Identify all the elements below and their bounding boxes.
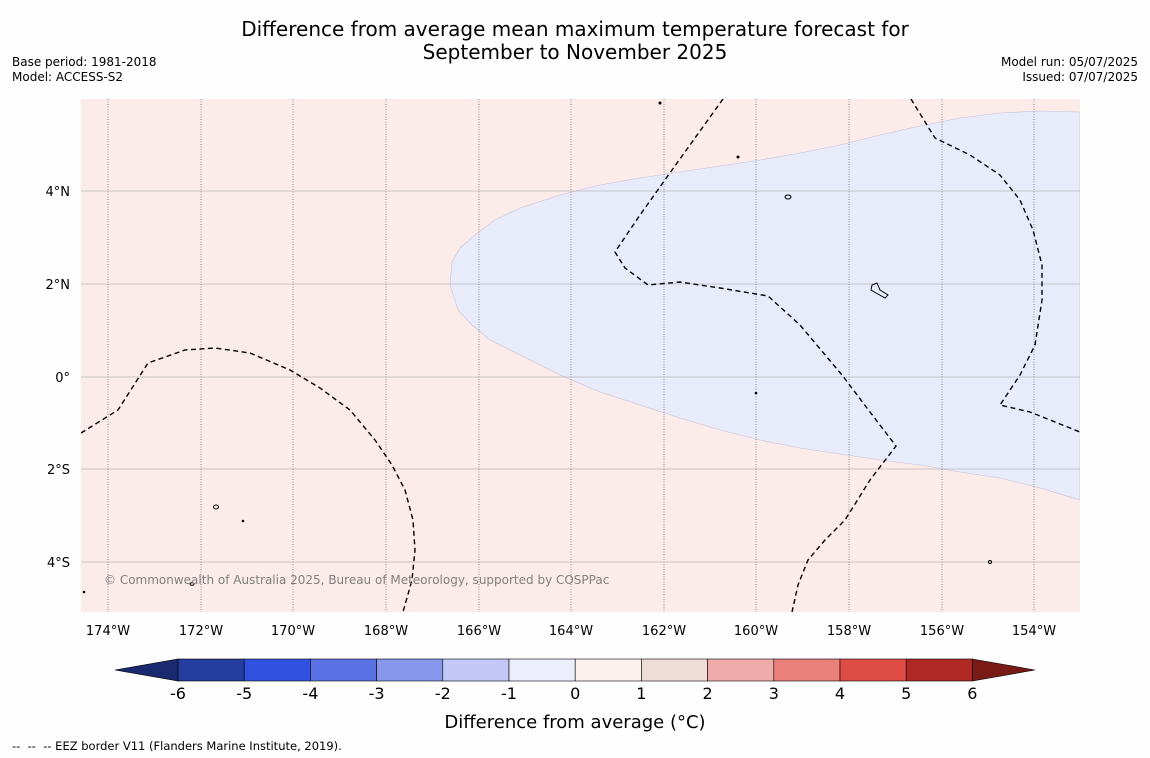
colorbar-tick-label: -3 — [369, 684, 385, 703]
colorbar-segment — [508, 658, 576, 682]
map-layer — [81, 99, 1080, 612]
colorbar-segment — [773, 658, 841, 682]
latitude-label: 2°S — [47, 463, 70, 478]
colorbar-tick-label: -5 — [236, 684, 252, 703]
colorbar-tick-label: 5 — [901, 684, 911, 703]
latitude-label: 0° — [55, 371, 70, 386]
latitude-label: 2°N — [46, 278, 71, 293]
longitude-label: 170°W — [271, 624, 315, 639]
colorbar-tick-label: -1 — [501, 684, 517, 703]
colorbar-over-arrow — [972, 658, 1036, 682]
longitude-label: 154°W — [1012, 624, 1056, 639]
colorbar-tick-label: -4 — [302, 684, 318, 703]
island — [658, 101, 662, 105]
longitude-label: 174°W — [86, 624, 130, 639]
colorbar-segment — [641, 658, 708, 682]
island — [784, 194, 792, 200]
model-run-text: Model run: 05/07/2025 — [1000, 55, 1138, 69]
colorbar-segment — [177, 658, 245, 682]
island — [213, 504, 219, 510]
graticule — [81, 99, 1080, 612]
island — [189, 582, 195, 586]
issued-text: Issued: 07/07/2025 — [1022, 70, 1138, 84]
colorbar-segment — [442, 658, 510, 682]
colorbar-segment — [243, 658, 311, 682]
longitude-label: 162°W — [642, 624, 686, 639]
colorbar-tick-labels: -6 -5 -4 -3 -2 -1 0 1 2 3 4 5 6 — [170, 684, 977, 703]
longitude-labels: 174°W 172°W 170°W 168°W 166°W 164°W 162°W 160°W… — [86, 624, 1056, 639]
eez-footnote: -- -- -- EEZ border V11 (Flanders Marine… — [12, 739, 342, 753]
island — [241, 519, 245, 523]
longitude-label: 168°W — [364, 624, 408, 639]
colorbar-segment — [310, 658, 377, 682]
colorbar-segment — [905, 658, 973, 682]
copyright-text: © Commonwealth of Australia 2025, Bureau… — [104, 573, 609, 587]
longitude-label: 156°W — [920, 624, 964, 639]
latitude-label: 4°N — [46, 185, 71, 200]
islands — [82, 101, 992, 594]
colorbar-segment — [376, 658, 444, 682]
colorbar-segment — [707, 658, 775, 682]
colorbar-tick-label: 0 — [570, 684, 580, 703]
colorbar-tick-label: 4 — [835, 684, 845, 703]
chart-title: Difference from average mean maximum tem… — [0, 18, 1150, 64]
colorbar-tick-label: -2 — [435, 684, 451, 703]
colorbar-tick-label: -6 — [170, 684, 186, 703]
meta-left: Base period: 1981-2018 Model: ACCESS-S2 — [12, 55, 157, 85]
colorbar-segment — [839, 658, 907, 682]
longitude-label: 172°W — [179, 624, 223, 639]
colorbar-under-arrow — [114, 658, 179, 682]
latitude-labels: 4°N 2°N 0° 2°S 4°S — [46, 185, 71, 571]
colorbar — [114, 658, 1036, 682]
latitude-label: 4°S — [47, 556, 70, 571]
island — [988, 560, 992, 564]
colorbar-tick-label: 2 — [703, 684, 713, 703]
longitude-label: 158°W — [827, 624, 871, 639]
colorbar-label: Difference from average (°C) — [444, 712, 705, 733]
eez-border-right — [910, 99, 1080, 433]
colorbar-tick-label: 3 — [769, 684, 779, 703]
title-line-1: Difference from average mean maximum tem… — [241, 17, 909, 41]
cool-anomaly-region — [449, 110, 1080, 501]
colorbar-tick-label: 1 — [636, 684, 646, 703]
longitude-label: 166°W — [457, 624, 501, 639]
title-line-2: September to November 2025 — [422, 40, 728, 64]
island — [754, 391, 758, 395]
meta-right: Model run: 05/07/2025 Issued: 07/07/2025 — [1001, 55, 1138, 85]
longitude-label: 164°W — [549, 624, 593, 639]
longitude-label: 160°W — [734, 624, 778, 639]
colorbar-segment — [574, 658, 642, 682]
eez-borders — [81, 99, 1080, 612]
island — [82, 590, 86, 594]
model-text: Model: ACCESS-S2 — [12, 70, 124, 84]
colorbar-tick-label: 6 — [967, 684, 977, 703]
island — [736, 155, 740, 159]
island — [870, 282, 889, 299]
eez-border-left — [81, 347, 416, 612]
base-period-text: Base period: 1981-2018 — [12, 55, 157, 69]
eez-border-center — [614, 99, 897, 612]
